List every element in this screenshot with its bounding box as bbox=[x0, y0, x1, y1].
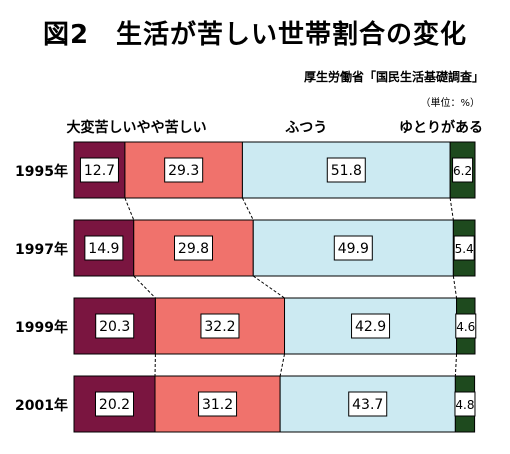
connector-line bbox=[133, 275, 156, 299]
connector-line bbox=[452, 275, 458, 299]
chart-title: 図2 生活が苦しい世帯割合の変化 bbox=[42, 20, 468, 50]
connector-line bbox=[252, 275, 285, 299]
value-label: 43.7 bbox=[352, 397, 383, 413]
category-label: 1997年 bbox=[15, 241, 68, 258]
value-label-box bbox=[173, 235, 213, 261]
source-label: 厚生労働省「国民生活基礎調査」 bbox=[303, 70, 484, 84]
value-label-box bbox=[454, 391, 476, 417]
value-label: 29.8 bbox=[178, 241, 209, 257]
value-label: 29.3 bbox=[168, 163, 199, 179]
value-label-box bbox=[198, 391, 238, 417]
value-label: 5.4 bbox=[455, 242, 474, 256]
connector-line bbox=[241, 197, 254, 221]
value-label: 14.9 bbox=[88, 241, 119, 257]
value-label: 4.8 bbox=[455, 398, 474, 412]
connector-line bbox=[124, 197, 135, 221]
value-label-box bbox=[351, 313, 391, 339]
value-label-box bbox=[79, 157, 119, 183]
value-label-box bbox=[455, 313, 477, 339]
value-label-box bbox=[164, 157, 204, 183]
category-label: 1995年 bbox=[15, 163, 68, 180]
value-label-box bbox=[200, 313, 240, 339]
category-label: 2001年 bbox=[15, 397, 68, 414]
value-label: 20.3 bbox=[99, 319, 130, 335]
connector-line bbox=[279, 353, 286, 377]
value-label: 51.8 bbox=[331, 163, 362, 179]
value-label: 20.2 bbox=[99, 397, 130, 413]
value-label-box bbox=[95, 313, 135, 339]
bar-segment-2-row-3 bbox=[154, 297, 286, 355]
legend-label-3: ふつう bbox=[285, 120, 327, 136]
unit-label: （単位：%） bbox=[420, 98, 480, 109]
value-label-box bbox=[95, 391, 135, 417]
connector-line bbox=[454, 353, 458, 377]
value-label: 42.9 bbox=[355, 319, 386, 335]
value-label: 49.9 bbox=[338, 241, 369, 257]
value-label: 4.6 bbox=[456, 320, 475, 334]
value-label-box bbox=[348, 391, 388, 417]
category-label: 1999年 bbox=[15, 319, 68, 336]
value-label-box bbox=[333, 235, 373, 261]
legend-label-1: 大変苦しい bbox=[66, 119, 136, 136]
value-label: 12.7 bbox=[84, 163, 115, 179]
value-label-box bbox=[84, 235, 124, 261]
value-label-box bbox=[452, 157, 474, 183]
connector-line bbox=[449, 197, 454, 221]
value-label: 31.2 bbox=[202, 397, 233, 413]
value-label-box bbox=[453, 235, 475, 261]
value-label: 32.2 bbox=[204, 319, 235, 335]
value-label: 6.2 bbox=[453, 164, 472, 178]
legend-label-4: ゆとりがある bbox=[399, 119, 483, 136]
value-label-box bbox=[326, 157, 366, 183]
legend-label-2: やや苦しい bbox=[137, 119, 207, 136]
